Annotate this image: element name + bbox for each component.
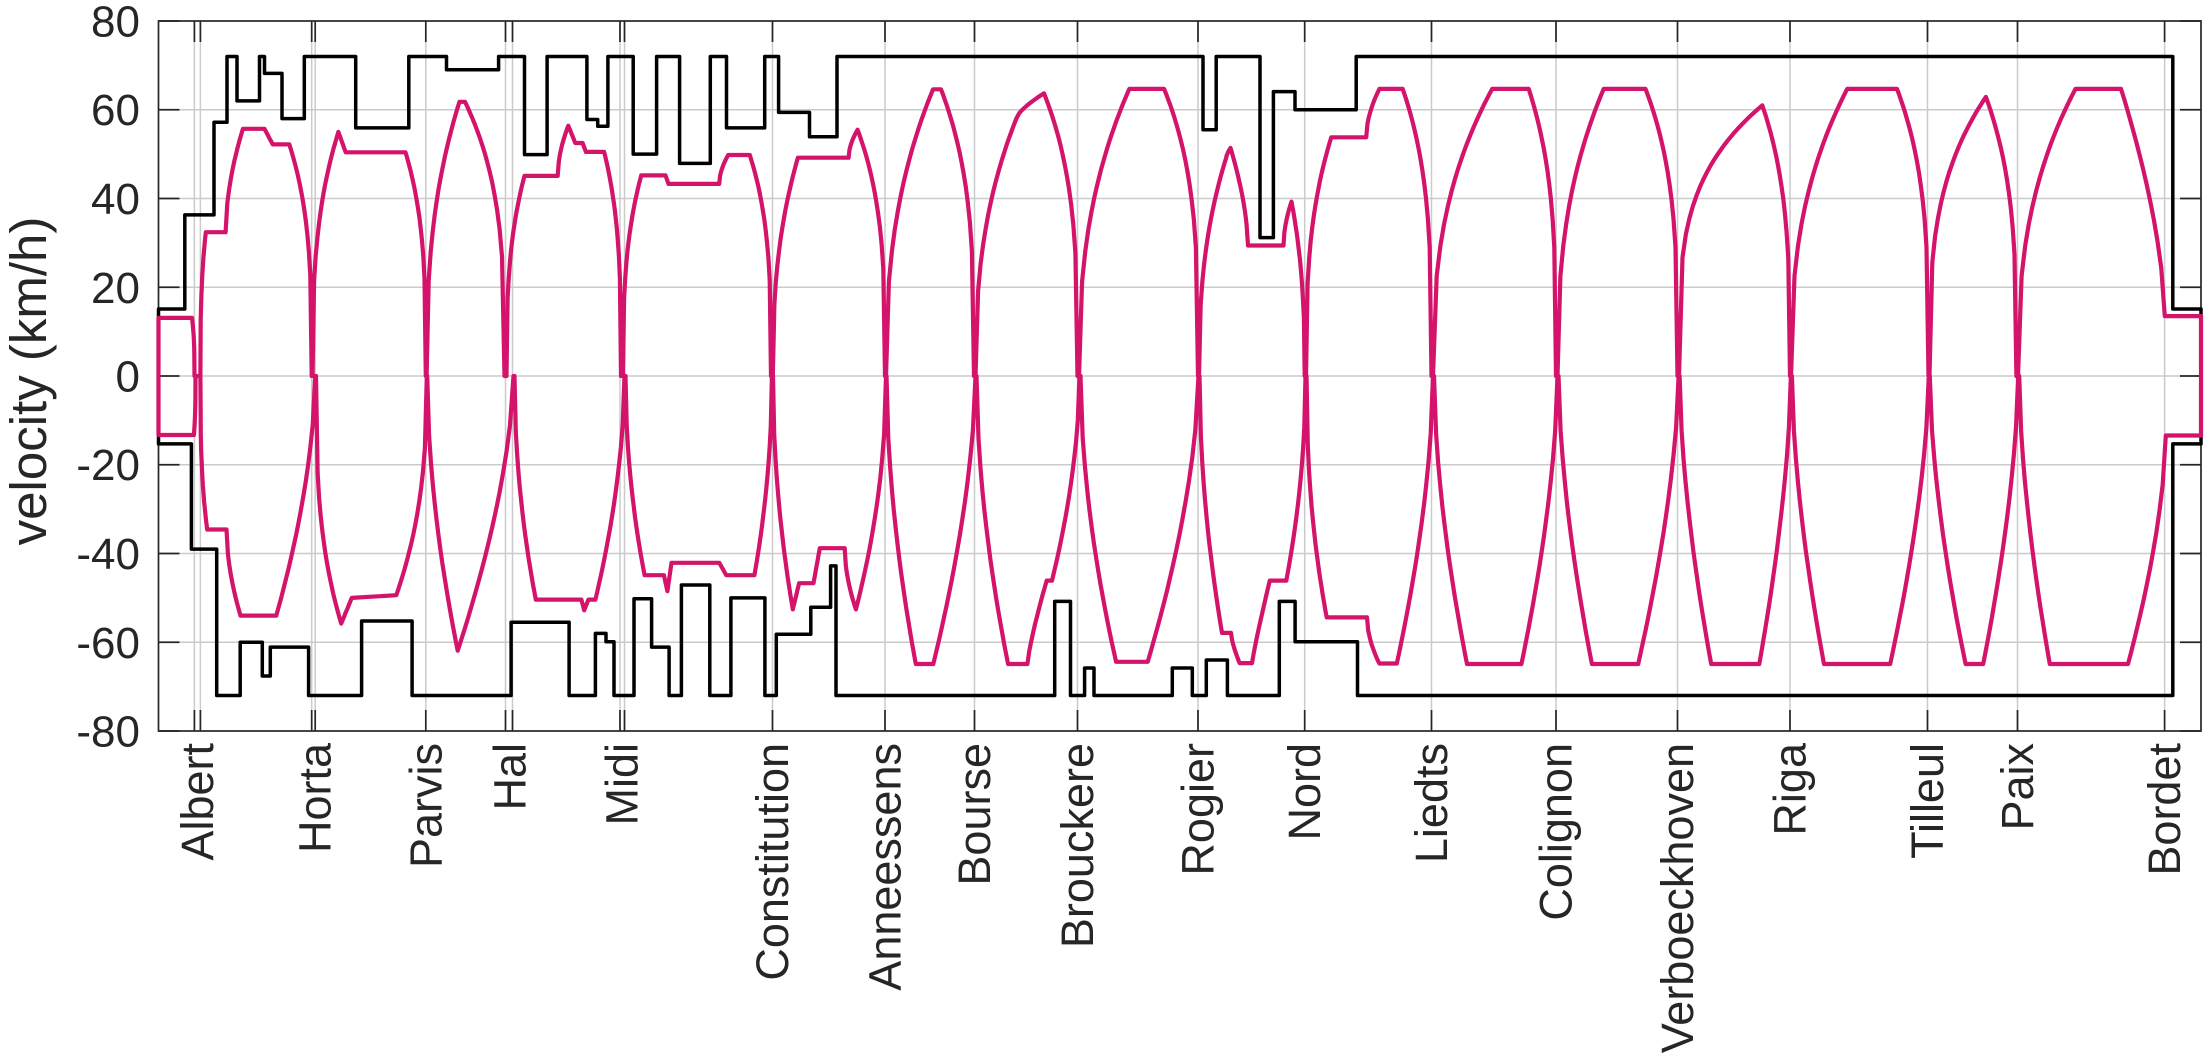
svg-text:-40: -40 bbox=[76, 530, 140, 579]
svg-text:velocity (km/h): velocity (km/h) bbox=[0, 217, 57, 546]
svg-text:-20: -20 bbox=[76, 441, 140, 490]
svg-text:Parvis: Parvis bbox=[400, 743, 451, 868]
svg-text:-80: -80 bbox=[76, 708, 140, 757]
svg-text:Riga: Riga bbox=[1765, 742, 1816, 836]
svg-text:Albert: Albert bbox=[172, 743, 223, 861]
svg-text:Bordet: Bordet bbox=[2139, 743, 2190, 876]
svg-text:Constitution: Constitution bbox=[747, 743, 798, 981]
svg-text:Paix: Paix bbox=[1992, 743, 2043, 831]
svg-text:Colignon: Colignon bbox=[1531, 743, 1582, 921]
svg-text:40: 40 bbox=[91, 175, 140, 224]
svg-text:20: 20 bbox=[91, 264, 140, 313]
svg-text:60: 60 bbox=[91, 86, 140, 135]
svg-text:Tilleul: Tilleul bbox=[1902, 743, 1953, 859]
svg-text:Hal: Hal bbox=[485, 743, 536, 811]
svg-text:Midi: Midi bbox=[597, 743, 648, 826]
svg-text:80: 80 bbox=[91, 0, 140, 47]
svg-text:Brouckere: Brouckere bbox=[1052, 743, 1103, 948]
svg-text:Liedts: Liedts bbox=[1406, 743, 1457, 863]
svg-text:-60: -60 bbox=[76, 619, 140, 668]
svg-text:Bourse: Bourse bbox=[949, 743, 1000, 886]
svg-text:Anneessens: Anneessens bbox=[860, 743, 911, 991]
svg-text:Horta: Horta bbox=[290, 742, 341, 853]
svg-text:Rogier: Rogier bbox=[1173, 743, 1224, 876]
svg-text:Nord: Nord bbox=[1279, 743, 1330, 841]
svg-text:0: 0 bbox=[116, 353, 140, 402]
svg-text:Verboeckhoven: Verboeckhoven bbox=[1652, 743, 1703, 1053]
